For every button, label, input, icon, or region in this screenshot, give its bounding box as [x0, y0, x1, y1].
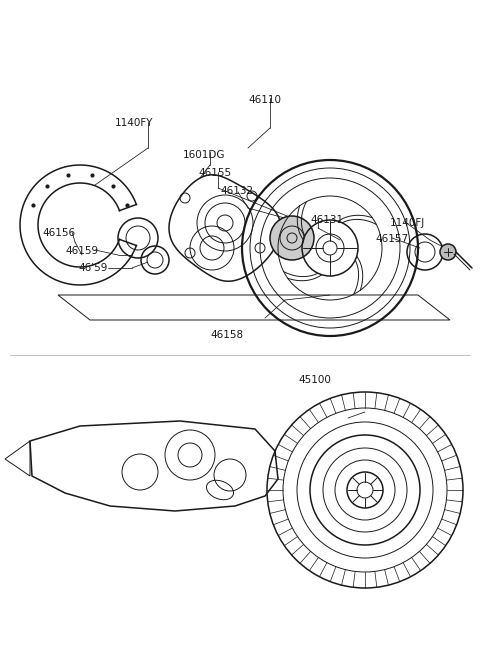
- Circle shape: [270, 216, 314, 260]
- Text: 46'59: 46'59: [78, 263, 108, 273]
- Text: 46110: 46110: [248, 95, 281, 105]
- Text: 46132: 46132: [220, 186, 253, 196]
- Text: 46131: 46131: [310, 215, 343, 225]
- Text: 46155: 46155: [198, 168, 231, 178]
- Text: 46158: 46158: [210, 330, 243, 340]
- Text: 1140FY: 1140FY: [115, 118, 154, 128]
- Text: 46159: 46159: [65, 246, 98, 256]
- Text: 45100: 45100: [298, 375, 331, 385]
- Text: 1140FJ: 1140FJ: [390, 218, 425, 228]
- Text: 1601DG: 1601DG: [183, 150, 226, 160]
- Text: 46156: 46156: [42, 228, 75, 238]
- Circle shape: [440, 244, 456, 260]
- Text: 46157: 46157: [375, 234, 408, 244]
